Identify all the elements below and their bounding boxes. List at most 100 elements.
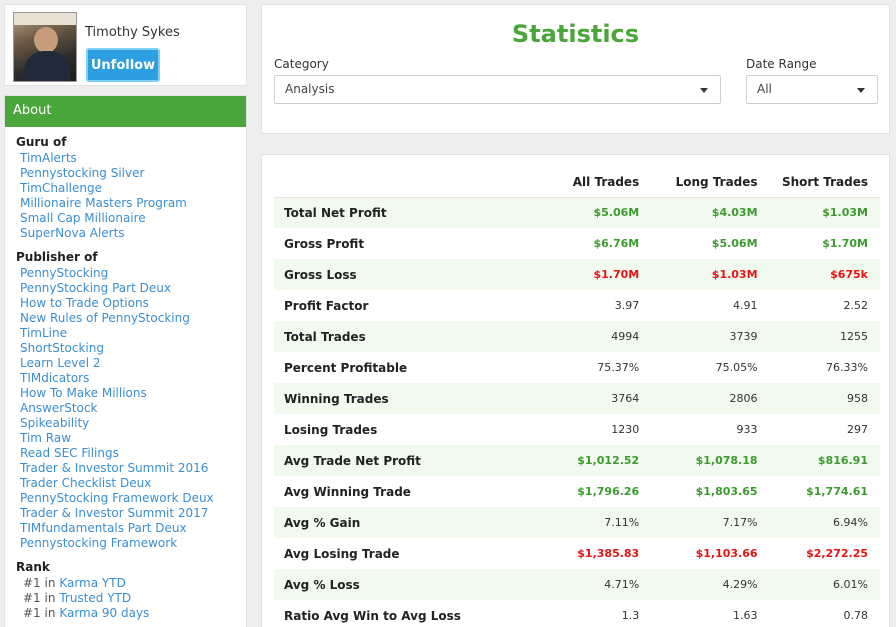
metric-label: Winning Trades [274, 383, 545, 414]
publisher-of-link[interactable]: Spikeability [20, 416, 90, 430]
cell-short-trades: 6.01% [757, 569, 880, 600]
guru-of-link[interactable]: Millionaire Masters Program [20, 196, 187, 210]
table-row: Gross Profit $6.76M $5.06M $1.70M [274, 228, 880, 259]
publisher-of-link[interactable]: TIMfundamentals Part Deux [20, 521, 187, 535]
metric-label: Avg % Gain [274, 507, 545, 538]
cell-long-trades: 75.05% [715, 361, 758, 374]
table-header-row: All Trades Long Trades Short Trades [274, 168, 880, 198]
table-row: Avg Losing Trade $1,385.83 $1,103.66 $2,272… [274, 538, 880, 569]
guru-of-link[interactable]: SuperNova Alerts [20, 226, 125, 240]
guru-of-link[interactable]: Small Cap Millionaire [20, 211, 146, 225]
publisher-of-link[interactable]: How To Make Millions [20, 386, 147, 400]
publisher-of-link[interactable]: Learn Level 2 [20, 356, 101, 370]
cell-short-trades: $1,774.61 [806, 485, 868, 498]
cell-all-trades: 4.71% [544, 569, 640, 600]
cell-all-trades: 4994 [544, 321, 640, 352]
guru-of-link[interactable]: Pennystocking Silver [20, 166, 145, 180]
publisher-of-link[interactable]: PennyStocking Part Deux [20, 281, 171, 295]
date-range-select-value: All [757, 82, 772, 96]
cell-long-trades: 2806 [639, 383, 758, 414]
statistics-table: All Trades Long Trades Short Trades Tota… [274, 168, 880, 627]
metric-label: Profit Factor [284, 298, 369, 313]
rank-link[interactable]: Trusted YTD [59, 591, 132, 605]
publisher-of-title: Publisher of [16, 250, 98, 264]
cell-short-trades: 958 [757, 383, 880, 414]
metric-label: Gross Profit [284, 236, 365, 251]
guru-of-list: TimAlerts Pennystocking Silver TimChalleng… [16, 151, 246, 241]
publisher-of-link[interactable]: ShortStocking [20, 341, 104, 355]
metric-label: Percent Profitable [284, 360, 408, 375]
cell-all-trades: 3.97 [614, 299, 640, 312]
rank-item: #1 in Trusted YTD [23, 591, 246, 606]
publisher-of-link[interactable]: Pennystocking Framework [20, 536, 178, 550]
guru-of-link[interactable]: TimChallenge [20, 181, 102, 195]
rank-link[interactable]: Karma 90 days [59, 606, 150, 620]
cell-long-trades: 4.29% [639, 569, 758, 600]
rank-position: #1 [23, 591, 41, 605]
metric-label: Avg % Loss [274, 569, 545, 600]
metric-label: Gross Loss [274, 259, 545, 290]
date-range-select[interactable]: All [746, 75, 878, 104]
cell-all-trades: 1230 [611, 423, 640, 436]
rank-list: #1 in Karma YTD #1 in Trusted YTD #1 in Ka… [16, 576, 246, 621]
statistics-table-panel: All Trades Long Trades Short Trades Tota… [261, 154, 890, 627]
publisher-of-link[interactable]: PennyStocking Framework Deux [20, 491, 214, 505]
table-row: Avg % Loss 4.71% 4.29% 6.01% [274, 569, 880, 600]
cell-long-trades: $1,103.66 [695, 547, 758, 560]
publisher-of-link[interactable]: Trader & Investor Summit 2016 [20, 461, 209, 475]
publisher-of-link[interactable]: How to Trade Options [20, 296, 149, 310]
publisher-of-link[interactable]: TimLine [20, 326, 67, 340]
table-row: Avg Winning Trade $1,796.26 $1,803.65 $1,77… [274, 476, 880, 507]
cell-short-trades: 297 [847, 423, 868, 436]
category-select-value: Analysis [285, 82, 335, 96]
rank-separator: in [44, 606, 56, 620]
metric-label: Avg Losing Trade [284, 546, 400, 561]
cell-long-trades: $1,803.65 [695, 485, 758, 498]
cell-long-trades: 7.17% [639, 507, 758, 538]
date-range-label: Date Range [746, 57, 817, 71]
rank-position: #1 [23, 576, 41, 590]
cell-all-trades: 75.37% [597, 361, 640, 374]
cell-all-trades: $1,796.26 [577, 485, 640, 498]
publisher-of-link[interactable]: Read SEC Filings [20, 446, 119, 460]
unfollow-button[interactable]: Unfollow [86, 48, 160, 82]
cell-all-trades: 1.3 [621, 609, 640, 622]
rank-separator: in [44, 591, 56, 605]
cell-short-trades: $1.03M [757, 197, 880, 228]
category-select[interactable]: Analysis [274, 75, 721, 104]
publisher-of-link[interactable]: Trader & Investor Summit 2017 [20, 506, 209, 520]
cell-short-trades: 76.33% [826, 361, 868, 374]
cell-long-trades: $5.06M [711, 237, 758, 250]
table-row: Losing Trades 1230 933 297 [274, 414, 880, 445]
column-header-all-trades: All Trades [544, 168, 640, 198]
rank-link[interactable]: Karma YTD [59, 576, 126, 590]
metric-label: Losing Trades [284, 422, 378, 437]
profile-name[interactable]: Timothy Sykes [85, 25, 180, 40]
metric-label: Total Net Profit [274, 197, 545, 228]
cell-long-trades: 4.91 [733, 299, 758, 312]
publisher-of-link[interactable]: PennyStocking [20, 266, 109, 280]
publisher-of-link[interactable]: AnswerStock [20, 401, 98, 415]
cell-long-trades: $1.03M [639, 259, 758, 290]
publisher-of-link[interactable]: Trader Checklist Deux [20, 476, 152, 490]
profile-avatar[interactable] [13, 12, 77, 82]
publisher-of-link[interactable]: Tim Raw [20, 431, 72, 445]
cell-short-trades: 6.94% [757, 507, 880, 538]
cell-all-trades: $1,012.52 [544, 445, 640, 476]
publisher-of-link[interactable]: New Rules of PennyStocking [20, 311, 190, 325]
column-header-short-trades: Short Trades [757, 168, 880, 198]
cell-all-trades: $5.06M [544, 197, 640, 228]
guru-of-title: Guru of [16, 135, 67, 149]
cell-short-trades: 0.78 [843, 609, 869, 622]
publisher-of-link[interactable]: TIMdicators [20, 371, 90, 385]
column-header-metric [274, 168, 545, 198]
profile-card: Timothy Sykes Unfollow [4, 4, 247, 86]
about-header: About [5, 96, 246, 127]
rank-item: #1 in Karma YTD [23, 576, 246, 591]
guru-of-link[interactable]: TimAlerts [20, 151, 77, 165]
table-row: Avg % Gain 7.11% 7.17% 6.94% [274, 507, 880, 538]
metric-label: Avg Trade Net Profit [274, 445, 545, 476]
table-row: Total Trades 4994 3739 1255 [274, 321, 880, 352]
cell-long-trades: 933 [736, 423, 758, 436]
cell-long-trades: $1,078.18 [639, 445, 758, 476]
